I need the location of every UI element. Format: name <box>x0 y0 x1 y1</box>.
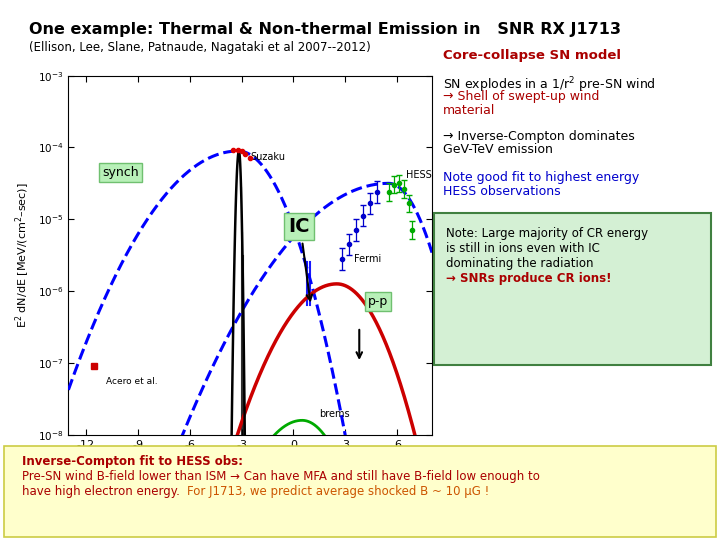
Text: HESS: HESS <box>406 170 432 180</box>
Text: Note good fit to highest energy: Note good fit to highest energy <box>443 171 639 184</box>
Text: Acero et al.: Acero et al. <box>107 377 158 387</box>
Text: SN explodes in a 1/r$^2$ pre-SN wind: SN explodes in a 1/r$^2$ pre-SN wind <box>443 76 656 95</box>
Text: HESS observations: HESS observations <box>443 185 560 198</box>
Text: have high electron energy.: have high electron energy. <box>22 485 194 498</box>
Text: brems: brems <box>320 409 350 419</box>
X-axis label: log$_{10}$ E [MeV]: log$_{10}$ E [MeV] <box>208 455 292 472</box>
Text: dominating the radiation: dominating the radiation <box>446 257 594 270</box>
Text: → Shell of swept-up wind: → Shell of swept-up wind <box>443 90 599 103</box>
Text: material: material <box>443 104 495 117</box>
Text: synch: synch <box>102 166 139 179</box>
Text: Note: Large majority of CR energy: Note: Large majority of CR energy <box>446 227 649 240</box>
Text: Suzaku: Suzaku <box>251 152 285 163</box>
Y-axis label: E$^2$ dN/dE [MeV/(cm$^2$–sec)]: E$^2$ dN/dE [MeV/(cm$^2$–sec)] <box>14 183 32 328</box>
Text: (Ellison, Lee, Slane, Patnaude, Nagataki et al 2007--2012): (Ellison, Lee, Slane, Patnaude, Nagataki… <box>29 40 371 53</box>
Text: Pre-SN wind B-field lower than ISM → Can have MFA and still have B-field low eno: Pre-SN wind B-field lower than ISM → Can… <box>22 470 539 483</box>
Text: p-p: p-p <box>368 295 388 308</box>
Text: GeV-TeV emission: GeV-TeV emission <box>443 143 553 156</box>
Text: → Inverse-Compton dominates: → Inverse-Compton dominates <box>443 130 634 143</box>
Text: Inverse-Compton fit to HESS obs:: Inverse-Compton fit to HESS obs: <box>22 455 243 468</box>
Text: → SNRs produce CR ions!: → SNRs produce CR ions! <box>446 272 612 285</box>
Text: Core-collapse SN model: Core-collapse SN model <box>443 49 621 62</box>
Text: One example: Thermal & Non-thermal Emission in   SNR RX J1713: One example: Thermal & Non-thermal Emiss… <box>29 22 621 37</box>
Text: Fermi: Fermi <box>354 254 382 265</box>
Text: is still in ions even with IC: is still in ions even with IC <box>446 242 600 255</box>
Text: For J1713, we predict average shocked B ~ 10 μG !: For J1713, we predict average shocked B … <box>187 485 490 498</box>
Text: IC: IC <box>288 217 310 236</box>
